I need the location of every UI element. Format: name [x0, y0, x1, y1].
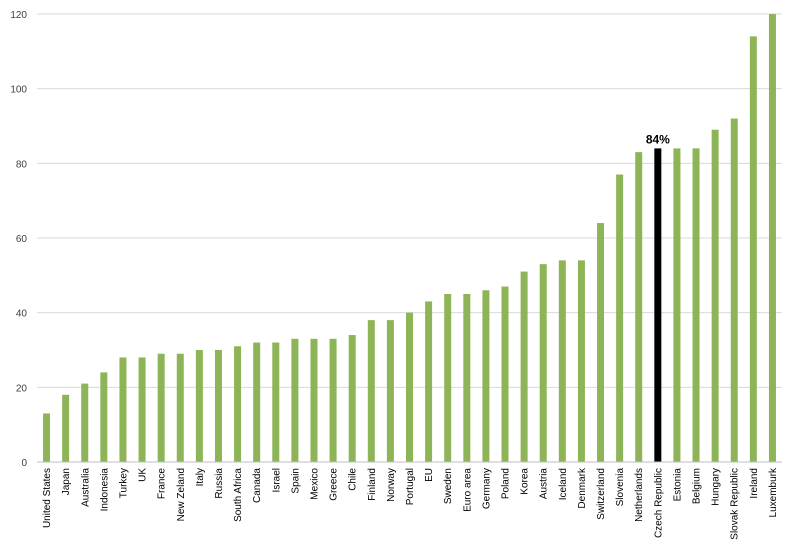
x-tick-label-finland: Finland: [367, 468, 378, 501]
x-tick-label-mexico: Mexico: [309, 468, 320, 500]
bar-germany: [482, 290, 490, 462]
x-tick-label-korea: Korea: [520, 468, 531, 495]
bar-luxemburk: [768, 14, 776, 462]
x-tick-label-chile: Chile: [348, 468, 359, 491]
bar-poland: [501, 286, 509, 462]
bar-australia: [81, 383, 89, 462]
bars: [43, 14, 776, 463]
x-tick-label-belgium: Belgium: [692, 468, 703, 504]
x-tick-label-united-states: United States: [42, 468, 53, 528]
bar-belgium: [692, 148, 700, 462]
x-tick-label-slovak-republic: Slovak Republic: [730, 468, 741, 540]
x-tick-label-new-zeland: New Zeland: [176, 468, 187, 521]
bar-norway: [386, 320, 394, 462]
y-tick-label-20: 20: [16, 383, 28, 394]
x-tick-label-australia: Australia: [80, 468, 91, 507]
bar-indonesia: [100, 372, 108, 462]
bar-chile: [348, 335, 356, 462]
y-tick-label-60: 60: [16, 234, 28, 245]
x-tick-label-switzerland: Switzerland: [596, 468, 607, 520]
bar-canada: [253, 342, 261, 462]
bar-netherlands: [635, 152, 643, 462]
x-tick-label-austria: Austria: [539, 468, 550, 500]
x-tick-label-luxemburk: Luxemburk: [768, 467, 779, 517]
y-tick-label-40: 40: [16, 309, 28, 320]
x-tick-label-greece: Greece: [329, 468, 340, 501]
bar-finland: [367, 320, 375, 462]
y-tick-label-120: 120: [10, 10, 27, 21]
bar-slovenia: [616, 174, 624, 463]
bar-uk: [138, 357, 146, 462]
bar-portugal: [406, 312, 413, 462]
bar-turkey: [119, 357, 127, 462]
y-tick-label-0: 0: [21, 458, 27, 469]
x-tick-label-estonia: Estonia: [672, 468, 683, 502]
x-tick-label-spain: Spain: [290, 468, 301, 494]
x-tick-label-denmark: Denmark: [577, 467, 588, 509]
bar-spain: [291, 338, 299, 462]
x-tick-label-eu: EU: [424, 468, 435, 482]
bar-czech-republic: [654, 148, 662, 462]
bar-sweden: [444, 294, 452, 462]
bar-euro-area: [463, 294, 471, 462]
bar-italy: [195, 350, 203, 462]
x-tick-label-norway: Norway: [386, 468, 397, 502]
x-tick-label-france: France: [157, 468, 168, 500]
x-tick-label-south-africa: South Africa: [233, 468, 244, 522]
y-tick-label-80: 80: [16, 159, 28, 170]
bar-greece: [329, 338, 337, 462]
bar-iceland: [558, 260, 566, 462]
x-tick-label-czech-republic: Czech Republic: [653, 468, 664, 538]
x-tick-label-indonesia: Indonesia: [99, 468, 110, 512]
bar-japan: [62, 394, 70, 462]
x-tick-label-poland: Poland: [501, 468, 512, 499]
x-tick-label-netherlands: Netherlands: [634, 468, 645, 522]
bar-new-zeland: [176, 353, 184, 462]
y-axis-tick-labels: 0 20 40 60 80 100 120: [10, 10, 27, 469]
x-tick-label-italy: Italy: [195, 468, 206, 486]
x-tick-label-ireland: Ireland: [749, 468, 760, 499]
x-axis-category-labels: United States Japan Australia Indonesia Turk…: [42, 467, 779, 540]
bar-south-africa: [234, 346, 242, 462]
bar-hungary: [711, 129, 719, 462]
bar-slovak-republic: [730, 118, 738, 463]
bar-united-states: [43, 413, 51, 462]
bar-ireland: [749, 36, 757, 463]
x-tick-label-portugal: Portugal: [405, 468, 416, 505]
bar-korea: [520, 271, 528, 462]
bar-france: [157, 353, 165, 462]
bar-russia: [214, 350, 222, 462]
y-tick-label-100: 100: [10, 85, 27, 96]
x-tick-label-sweden: Sweden: [443, 468, 454, 504]
bar-denmark: [577, 260, 585, 462]
bar-estonia: [673, 148, 681, 462]
data-label-czech-republic: 84%: [646, 132, 670, 146]
x-tick-label-iceland: Iceland: [558, 468, 569, 500]
x-tick-label-germany: Germany: [481, 468, 492, 509]
x-tick-label-russia: Russia: [214, 468, 225, 499]
data-annotations: 84%: [646, 132, 670, 146]
x-tick-label-euro-area: Euro area: [462, 468, 473, 512]
bar-israel: [272, 342, 280, 462]
x-tick-label-israel: Israel: [271, 468, 282, 492]
x-tick-label-turkey: Turkey: [118, 468, 129, 498]
x-tick-label-hungary: Hungary: [711, 468, 722, 506]
x-tick-label-japan: Japan: [61, 468, 72, 495]
bar-eu: [425, 301, 433, 462]
bar-mexico: [310, 338, 318, 462]
x-tick-label-canada: Canada: [252, 468, 263, 503]
x-tick-label-uk: UK: [138, 468, 149, 482]
bar-austria: [539, 264, 547, 462]
x-tick-label-slovenia: Slovenia: [615, 468, 626, 507]
bar-switzerland: [597, 223, 605, 462]
